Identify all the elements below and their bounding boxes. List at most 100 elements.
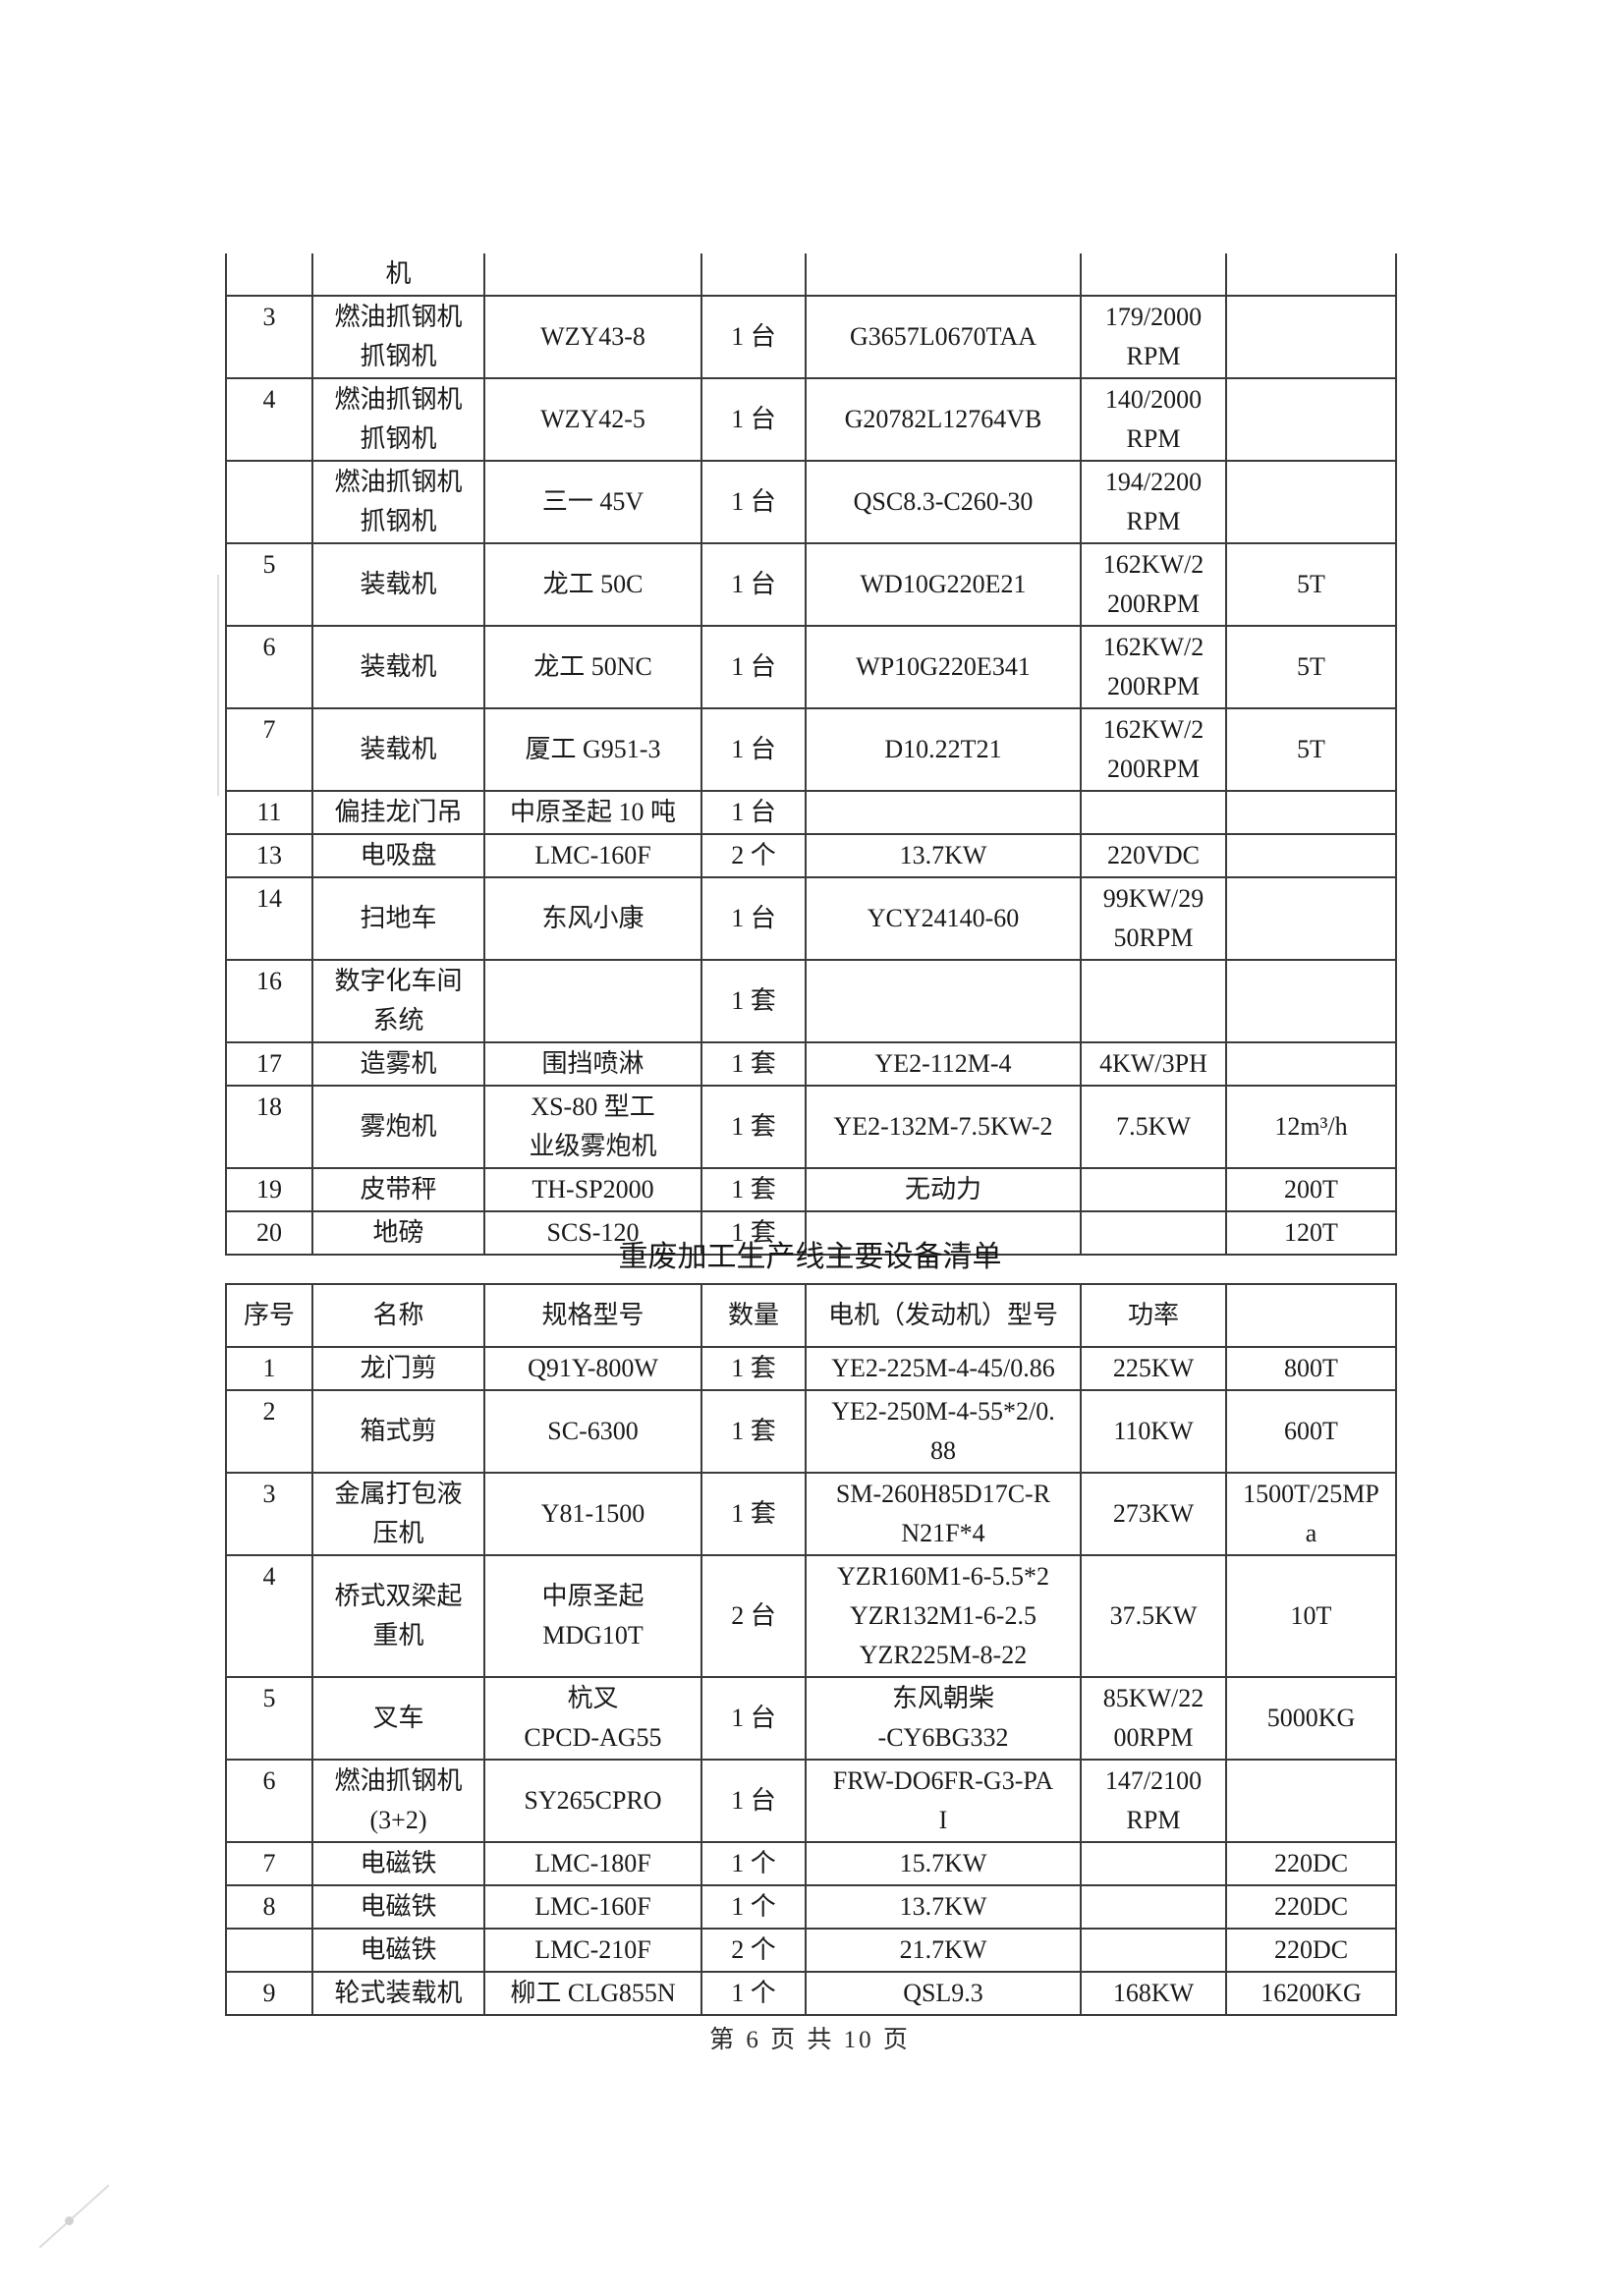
header-cell: 电机（发动机）型号	[805, 1283, 1082, 1348]
table-cell: QSL9.3	[805, 1971, 1082, 2016]
table-cell	[1080, 790, 1227, 835]
table-cell: 装载机	[311, 707, 485, 792]
table-cell: 东风小康	[483, 876, 702, 961]
table-row: 16 数字化车间 系统 1 套	[225, 959, 1397, 1043]
table-cell: 1 套	[700, 1389, 807, 1474]
table-cell: 85KW/22 00RPM	[1080, 1676, 1227, 1761]
table-cell	[1080, 1884, 1227, 1930]
table-cell: 电磁铁	[311, 1884, 485, 1930]
table-row: 4 燃油抓钢机 抓钢机 WZY42-5 1 台 G20782L12764VB 140/20…	[225, 377, 1397, 462]
table-cell: 箱式剪	[311, 1389, 485, 1474]
table-cell	[1080, 253, 1227, 297]
table-cell: 99KW/29 50RPM	[1080, 876, 1227, 961]
table-cell: 2 个	[700, 1928, 807, 1973]
table-cell: 1500T/25MP a	[1225, 1472, 1397, 1556]
table-cell: 厦工 G951-3	[483, 707, 702, 792]
scan-artifact-dot	[65, 2216, 74, 2225]
table-cell: LMC-160F	[483, 1884, 702, 1930]
table-row: 14 扫地车 东风小康 1 台 YCY24140-60 99KW/29 50RPM	[225, 876, 1397, 961]
seq-cell: 14	[225, 876, 313, 961]
table-row: 3 金属打包液 压机 Y81-1500 1 套 SM-260H85D17C-R N21F…	[225, 1472, 1397, 1556]
seq-cell: 7	[225, 707, 313, 792]
table-cell: TH-SP2000	[483, 1167, 702, 1212]
table-cell: 燃油抓钢机 (3+2)	[311, 1759, 485, 1843]
table-cell: 1 台	[700, 790, 807, 835]
table-cell: WZY43-8	[483, 295, 702, 379]
table-cell	[1225, 959, 1397, 1043]
table-row: 19 皮带秤 TH-SP2000 1 套无动力 200T	[225, 1167, 1397, 1212]
header-cell: 数量	[700, 1283, 807, 1348]
table-cell: SC-6300	[483, 1389, 702, 1474]
table-cell: 140/2000 RPM	[1080, 377, 1227, 462]
seq-cell: 1	[225, 1346, 313, 1391]
table-cell: 1 个	[700, 1971, 807, 2016]
table-cell: 220VDC	[1080, 833, 1227, 878]
table-cell: 10T	[1225, 1554, 1397, 1678]
table-cell: WP10G220E341	[805, 625, 1082, 709]
table-cell: 1 套	[700, 1346, 807, 1391]
seq-cell: 7	[225, 1841, 313, 1886]
table-cell: 1 台	[700, 295, 807, 379]
table-cell: 龙工 50C	[483, 542, 702, 627]
seq-cell: 3	[225, 295, 313, 379]
table-cell: QSC8.3-C260-30	[805, 460, 1082, 544]
header-cell: 序号	[225, 1283, 313, 1348]
header-cell: 功率	[1080, 1283, 1227, 1348]
table-cell: LMC-210F	[483, 1928, 702, 1973]
table-cell: YE2-132M-7.5KW-2	[805, 1085, 1082, 1169]
heavy-scrap-line-equipment-table: 序号 名称 规格型号 数量 电机（发动机）型号 功率 1 龙门剪 Q91Y-800W 1 套 YE2…	[225, 1283, 1397, 2016]
seq-cell: 17	[225, 1041, 313, 1087]
seq-cell	[225, 1928, 313, 1973]
table-cell: 电吸盘	[311, 833, 485, 878]
seq-cell: 6	[225, 625, 313, 709]
table-cell: 燃油抓钢机 抓钢机	[311, 460, 485, 544]
table-cell: 5T	[1225, 707, 1397, 792]
table-cell	[1080, 1210, 1227, 1256]
table-cell: 造雾机	[311, 1041, 485, 1087]
table-cell: Q91Y-800W	[483, 1346, 702, 1391]
table-cell: XS-80 型工 业级雾炮机	[483, 1085, 702, 1169]
table-cell: 东风朝柴 -CY6BG332	[805, 1676, 1082, 1761]
table-cell	[1225, 377, 1397, 462]
table-cell: YE2-250M-4-55*2/0. 88	[805, 1389, 1082, 1474]
seq-cell: 9	[225, 1971, 313, 2016]
table-cell	[1225, 253, 1397, 297]
table-cell: 杭叉 CPCD-AG55	[483, 1676, 702, 1761]
table-cell: 1 套	[700, 1210, 807, 1256]
table-cell	[1080, 1167, 1227, 1212]
table-cell: 600T	[1225, 1389, 1397, 1474]
table-cell: 179/2000 RPM	[1080, 295, 1227, 379]
table-cell	[1225, 1759, 1397, 1843]
table-cell: 1 套	[700, 1085, 807, 1169]
table-cell: 机	[311, 253, 485, 297]
table-cell	[1080, 1928, 1227, 1973]
table-row: 4 桥式双梁起 重机 中原圣起 MDG10T 2 台 YZR160M1-6-5.5*2 …	[225, 1554, 1397, 1678]
seq-cell: 4	[225, 1554, 313, 1678]
table-row: 20 地磅 SCS-120 1 套 120T	[225, 1210, 1397, 1256]
table-cell: 金属打包液 压机	[311, 1472, 485, 1556]
seq-cell: 5	[225, 542, 313, 627]
table-cell: SM-260H85D17C-R N21F*4	[805, 1472, 1082, 1556]
table-cell: 16200KG	[1225, 1971, 1397, 2016]
table-cell: 15.7KW	[805, 1841, 1082, 1886]
table-row: 5 叉车 杭叉 CPCD-AG55 1 台东风朝柴 -CY6BG332 85KW/22 …	[225, 1676, 1397, 1761]
seq-cell: 20	[225, 1210, 313, 1256]
table-cell: 数字化车间 系统	[311, 959, 485, 1043]
table-cell: 194/2200 RPM	[1080, 460, 1227, 544]
table-cell: 220DC	[1225, 1928, 1397, 1973]
seq-cell: 4	[225, 377, 313, 462]
table-cell: 中原圣起 MDG10T	[483, 1554, 702, 1678]
table-cell: 1 台	[700, 542, 807, 627]
table-cell: 1 台	[700, 1676, 807, 1761]
table-cell: 2 台	[700, 1554, 807, 1678]
table-cell	[1225, 833, 1397, 878]
table-cell: 地磅	[311, 1210, 485, 1256]
table-cell: 13.7KW	[805, 1884, 1082, 1930]
table-row: 燃油抓钢机 抓钢机 三一 45V 1 台 QSC8.3-C260-30 194/2200…	[225, 460, 1397, 544]
table-row: 8 电磁铁 LMC-160F 1 个 13.7KW 220DC	[225, 1884, 1397, 1930]
table-cell	[1225, 295, 1397, 379]
table-cell	[805, 959, 1082, 1043]
table-cell	[1225, 790, 1397, 835]
table-cell: 三一 45V	[483, 460, 702, 544]
